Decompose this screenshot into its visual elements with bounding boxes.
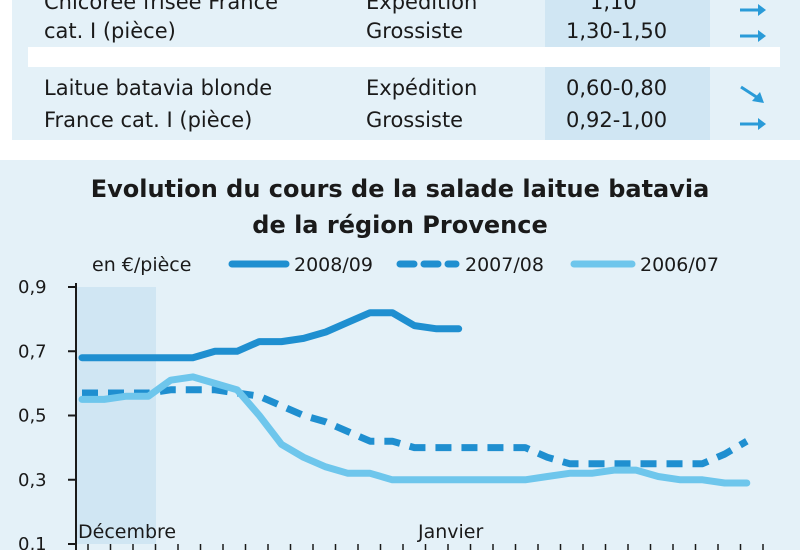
price-value: 0,60-0,80	[566, 76, 668, 100]
price-value: 0,92-1,00	[566, 108, 668, 132]
series-line-2006-07	[78, 373, 751, 487]
price-value: 1,10	[590, 0, 637, 14]
product-name-line1: Laitue batavia blonde	[44, 76, 273, 100]
trend-flat-icon	[740, 118, 766, 130]
y-tick-label: 0,1	[18, 534, 47, 550]
legend-label-2008-09: 2008/09	[294, 254, 373, 276]
chart-subtitle: de la région Provence	[252, 211, 548, 239]
y-tick-label: 0,9	[18, 277, 47, 298]
price-column-band	[545, 0, 710, 140]
y-tick-label: 0,7	[18, 341, 47, 362]
legend-label-2007-08: 2007/08	[465, 254, 544, 276]
table-row-separator	[28, 47, 780, 67]
product-name-line2: France cat. I (pièce)	[44, 108, 253, 132]
y-tick-label: 0,5	[18, 406, 47, 427]
stage-label: Grossiste	[366, 108, 464, 132]
unit-label: en €/pièce	[92, 254, 192, 276]
legend-label-2006-07: 2006/07	[640, 254, 719, 276]
trend-flat-icon	[740, 30, 766, 42]
highlight-band	[76, 287, 156, 544]
trend-flat-icon	[740, 4, 766, 16]
x-tick-label: Décembre	[78, 521, 176, 543]
price-value: 1,30-1,50	[566, 19, 668, 43]
stage-label: Expédition	[366, 0, 478, 14]
y-tick-label: 0,3	[18, 470, 47, 491]
series-line-2007-08	[82, 386, 749, 468]
trend-down-icon	[740, 85, 764, 103]
series-line-2008-09	[78, 309, 463, 362]
stage-label: Expédition	[366, 76, 478, 100]
product-name-line1: Chicorée frisée France	[44, 0, 279, 14]
x-tick-label: Janvier	[417, 521, 484, 543]
product-name-line2: cat. I (pièce)	[44, 19, 176, 43]
chart-title: Evolution du cours de la salade laitue b…	[90, 175, 710, 203]
stage-label: Grossiste	[366, 19, 464, 43]
